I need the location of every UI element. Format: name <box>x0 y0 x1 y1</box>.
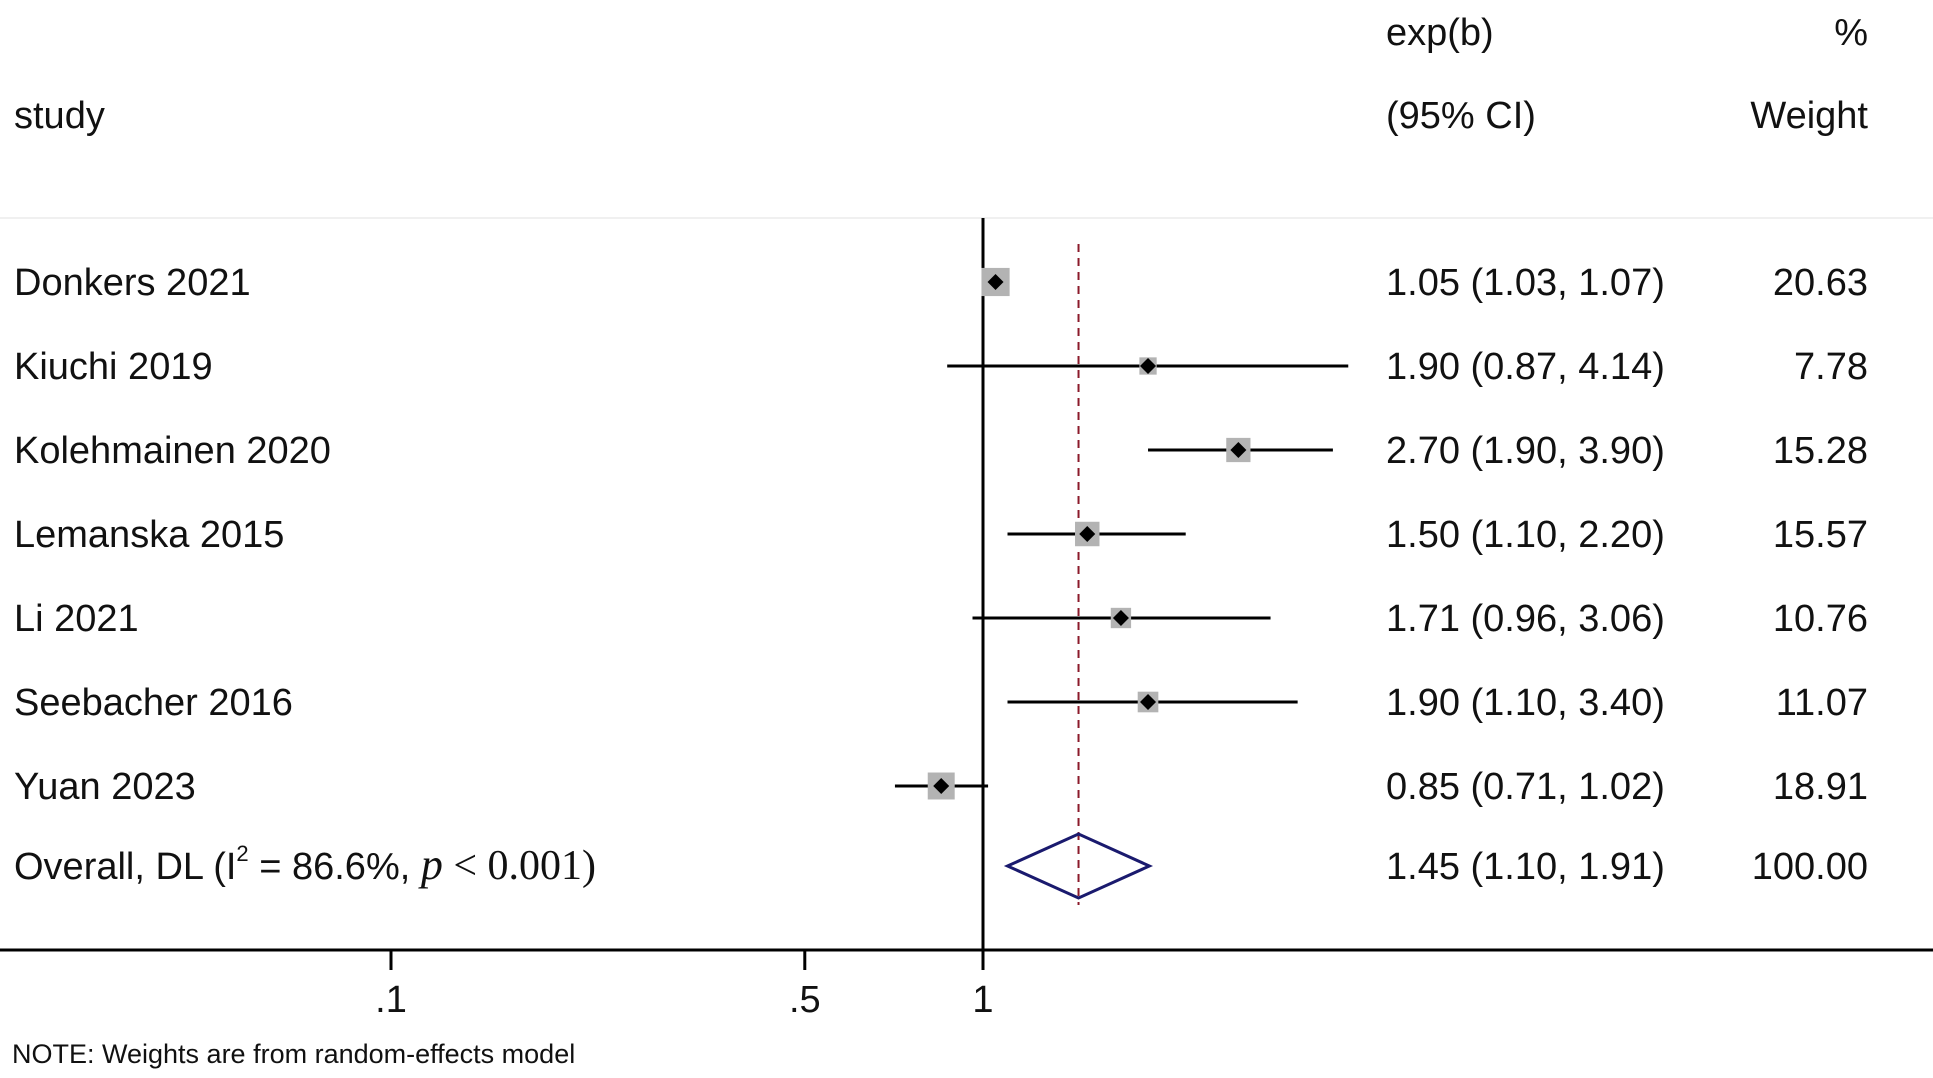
study-weight-text: 15.57 <box>1773 514 1868 556</box>
x-tick-label: .5 <box>789 979 821 1021</box>
overall-ci-text: 1.45 (1.10, 1.91) <box>1386 846 1665 888</box>
x-tick-label: .1 <box>375 979 407 1021</box>
overall-label-p: p <box>418 840 443 889</box>
study-ci-text: 0.85 (0.71, 1.02) <box>1386 766 1665 808</box>
header-weight-line1: % <box>1834 12 1868 54</box>
study-ci-text: 1.90 (1.10, 3.40) <box>1386 682 1665 724</box>
study-name: Seebacher 2016 <box>14 682 293 724</box>
study-weight-text: 10.76 <box>1773 598 1868 640</box>
study-row: Kolehmainen 2020 2.70 (1.90, 3.90) 15.28 <box>14 430 1868 472</box>
study-ci-text: 1.90 (0.87, 4.14) <box>1386 346 1665 388</box>
study-weight-text: 20.63 <box>1773 262 1868 304</box>
weights-note: NOTE: Weights are from random-effects mo… <box>12 1039 575 1069</box>
study-row: Kiuchi 2019 1.90 (0.87, 4.14) 7.78 <box>14 346 1868 388</box>
study-point-estimate <box>987 274 1004 290</box>
study-name: Lemanska 2015 <box>14 514 284 556</box>
overall-label-end: < 0.001) <box>443 843 596 889</box>
study-weight-text: 15.28 <box>1773 430 1868 472</box>
study-weight-text: 18.91 <box>1773 766 1868 808</box>
study-ci-text: 1.71 (0.96, 3.06) <box>1386 598 1665 640</box>
header-study: study <box>14 95 105 137</box>
overall-weight-text: 100.00 <box>1752 846 1868 888</box>
study-row: Seebacher 2016 1.90 (1.10, 3.40) 11.07 <box>14 682 1868 724</box>
x-tick-label: 1 <box>972 979 993 1021</box>
study-name: Kolehmainen 2020 <box>14 430 331 472</box>
study-row: Lemanska 2015 1.50 (1.10, 2.20) 15.57 <box>14 514 1868 556</box>
study-weight-text: 7.78 <box>1794 346 1868 388</box>
study-name: Donkers 2021 <box>14 262 251 304</box>
study-ci-text: 2.70 (1.90, 3.90) <box>1386 430 1665 472</box>
study-name: Yuan 2023 <box>14 766 196 808</box>
study-point-estimate <box>1140 358 1157 374</box>
overall-label: Overall, DL (I2 = 86.6%, p < 0.001) <box>14 840 596 889</box>
overall-label-sup: 2 <box>236 841 248 866</box>
overall-label-prefix: Overall, DL (I <box>14 846 236 888</box>
study-weight-text: 11.07 <box>1776 682 1868 724</box>
study-point-estimate <box>1230 442 1247 458</box>
study-ci-text: 1.05 (1.03, 1.07) <box>1386 262 1665 304</box>
x-axis-ticks: .1 .5 1 <box>375 950 994 1021</box>
header-effect-line2: (95% CI) <box>1386 95 1536 137</box>
study-point-estimate <box>1079 526 1096 542</box>
header-effect-line1: exp(b) <box>1386 12 1494 54</box>
study-ci-text: 1.50 (1.10, 2.20) <box>1386 514 1665 556</box>
study-name: Li 2021 <box>14 598 139 640</box>
overall-label-mid: = 86.6%, <box>249 846 421 888</box>
study-row: Li 2021 1.71 (0.96, 3.06) 10.76 <box>14 598 1868 640</box>
header-weight-line2: Weight <box>1750 95 1868 137</box>
study-name: Kiuchi 2019 <box>14 346 213 388</box>
study-row: Yuan 2023 0.85 (0.71, 1.02) 18.91 <box>14 766 1868 808</box>
study-rows: Donkers 2021 1.05 (1.03, 1.07) 20.63 Kiuchi… <box>14 262 1868 808</box>
study-row: Donkers 2021 1.05 (1.03, 1.07) 20.63 <box>14 262 1868 304</box>
study-point-estimate <box>1140 694 1157 710</box>
study-point-estimate <box>933 778 950 794</box>
study-point-estimate <box>1112 610 1129 626</box>
overall-diamond <box>1003 832 1154 900</box>
